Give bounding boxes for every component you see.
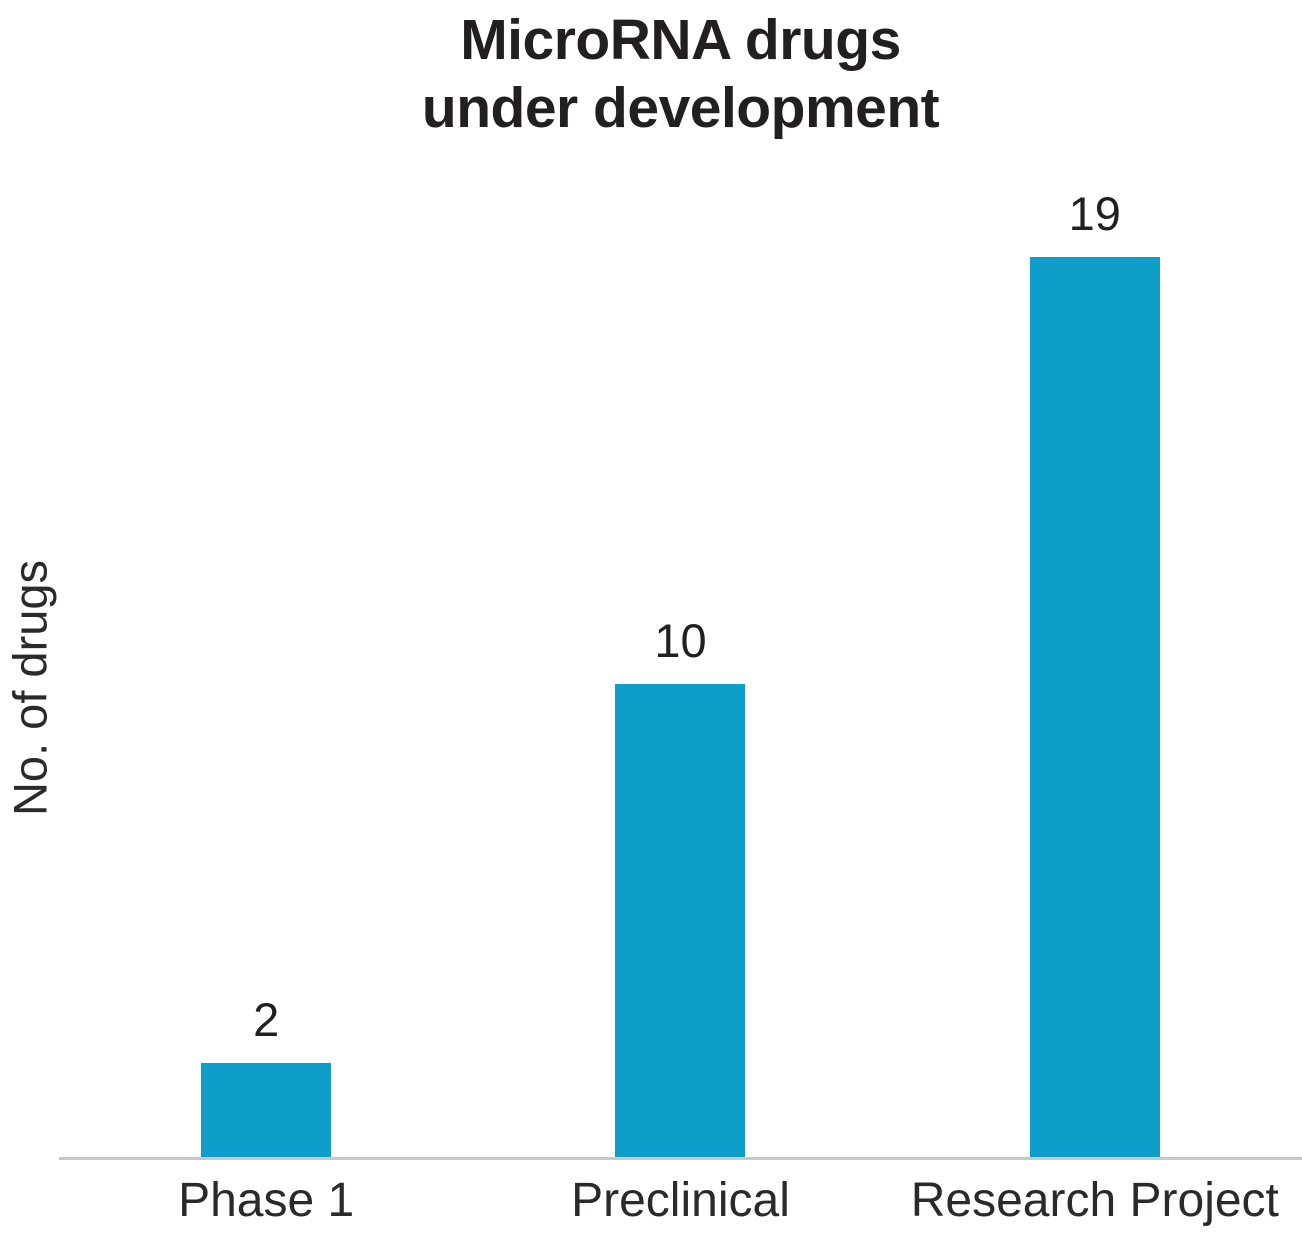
bar: [201, 1063, 332, 1158]
x-axis-labels: Phase 1 Preclinical Research Project: [59, 1172, 1302, 1230]
chart-title: MicroRNA drugs under development: [59, 6, 1302, 142]
bar-value-label: 10: [654, 614, 707, 668]
bar: [615, 684, 746, 1158]
y-axis-label: No. of drugs: [3, 559, 57, 817]
bar-value-label: 19: [1068, 187, 1121, 241]
x-tick-label: Preclinical: [571, 1174, 790, 1227]
chart-title-line-2: under development: [421, 76, 940, 140]
bar-group: 19: [888, 0, 1302, 1158]
bar-value-label: 2: [253, 993, 280, 1047]
chart-title-line-1: MicroRNA drugs: [460, 8, 901, 72]
bar-group: 10: [473, 0, 887, 1158]
x-axis-line: [59, 1157, 1302, 1160]
x-tick-label: Research Project: [910, 1174, 1279, 1227]
x-tick-label: Phase 1: [178, 1174, 355, 1227]
plot-area: 2 10 19: [59, 0, 1302, 1158]
bar-group: 2: [59, 0, 473, 1158]
bar: [1029, 257, 1160, 1158]
